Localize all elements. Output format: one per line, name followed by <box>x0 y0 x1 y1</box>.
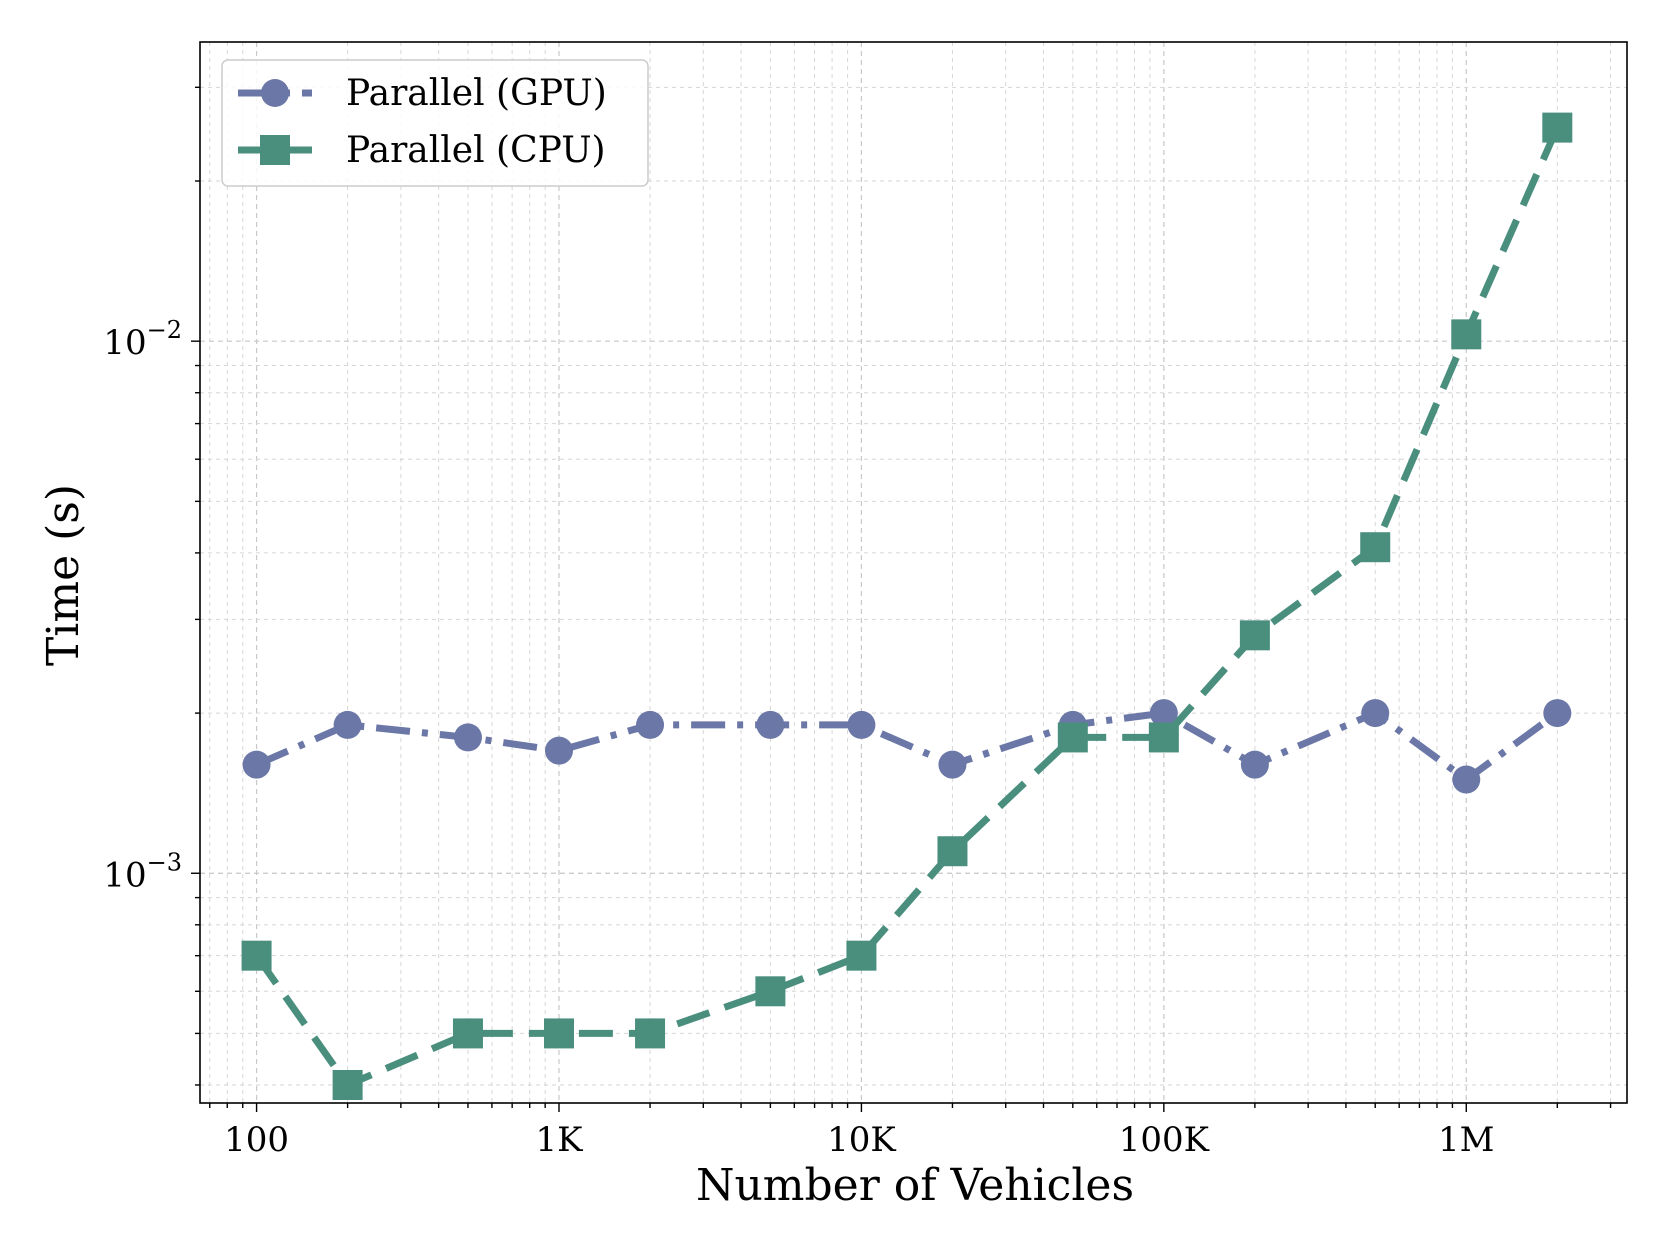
data-point <box>1452 765 1481 794</box>
series-line <box>255 709 1560 784</box>
y-axis-label: Time (s) <box>38 484 89 666</box>
data-point <box>1149 699 1178 728</box>
data-point <box>755 976 786 1007</box>
data-point <box>937 836 968 867</box>
data-point <box>756 710 785 739</box>
x-tick-label: 1M <box>1438 1120 1494 1160</box>
legend: Parallel (GPU) Parallel (CPU) <box>221 59 649 187</box>
series-gpu <box>242 699 1572 794</box>
data-point <box>1360 532 1391 563</box>
data-point <box>1057 722 1088 753</box>
grid <box>200 42 1627 1103</box>
data-point <box>1451 319 1482 350</box>
y-tick-label: 10−3 <box>103 848 182 895</box>
legend-marker-swatch <box>260 135 290 165</box>
series-line <box>253 126 1561 1089</box>
data-point <box>1361 699 1390 728</box>
axis-ticks: 100 1K 10K 100K 1M 10−3 10−2 <box>103 86 1612 1160</box>
legend-box <box>221 59 649 187</box>
legend-marker-swatch <box>261 79 289 107</box>
data-point <box>453 723 482 752</box>
data-point <box>846 940 877 971</box>
x-tick-label: 1K <box>535 1120 583 1160</box>
series-layer <box>241 112 1573 1100</box>
data-point <box>847 710 876 739</box>
x-tick-label: 100 <box>224 1120 289 1160</box>
data-point <box>1542 112 1573 143</box>
x-tick-label: 100K <box>1119 1120 1210 1160</box>
data-point <box>452 1018 483 1049</box>
data-point <box>332 1069 363 1100</box>
data-point <box>1239 620 1270 651</box>
data-point <box>545 736 574 765</box>
series-cpu <box>241 112 1573 1100</box>
legend-label: Parallel (CPU) <box>346 130 606 171</box>
data-point <box>635 1018 666 1049</box>
legend-label: Parallel (GPU) <box>346 73 607 114</box>
y-tick-label: 10−2 <box>103 316 182 363</box>
data-point <box>938 750 967 779</box>
x-axis-label: Number of Vehicles <box>696 1160 1134 1211</box>
data-point <box>544 1018 575 1049</box>
data-point <box>1543 699 1572 728</box>
data-point <box>242 750 271 779</box>
plot-frame <box>199 41 1628 1104</box>
legend-entry: Parallel (CPU) <box>238 130 606 171</box>
data-point <box>1148 722 1179 753</box>
data-point <box>636 710 665 739</box>
x-tick-label: 10K <box>827 1120 896 1160</box>
data-point <box>1240 750 1269 779</box>
data-point <box>333 710 362 739</box>
legend-entry: Parallel (GPU) <box>238 73 607 114</box>
data-point <box>241 940 272 971</box>
